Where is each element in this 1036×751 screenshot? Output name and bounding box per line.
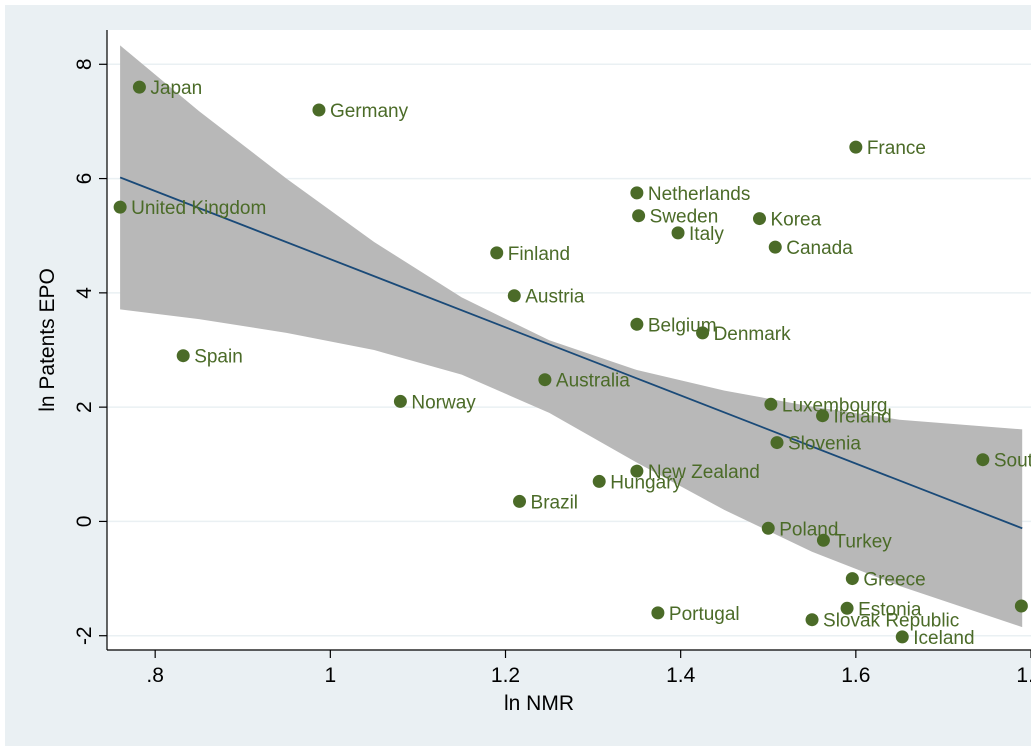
- y-tick-label: 4: [73, 287, 96, 299]
- point-label: United Kingdom: [131, 198, 266, 219]
- data-point: [816, 533, 830, 547]
- data-point: [312, 103, 326, 117]
- y-axis-title: ln Patents EPO: [36, 268, 59, 412]
- data-point: [630, 464, 644, 478]
- point-label: Iceland: [913, 628, 974, 649]
- data-point: [592, 474, 606, 488]
- data-point: [538, 373, 552, 387]
- data-point: [176, 349, 190, 363]
- x-tick-label: 1: [324, 664, 336, 687]
- point-label: Germany: [330, 101, 409, 122]
- x-axis-title: ln NMR: [504, 692, 574, 715]
- regression-line: [119, 176, 1023, 530]
- point-labels: Japan Germany France United Kingdom Netherla…: [131, 78, 1031, 649]
- y-tick-label: 6: [73, 173, 96, 185]
- point-label: Korea: [770, 210, 821, 231]
- data-point: [393, 394, 407, 408]
- point-label: Canada: [786, 238, 853, 259]
- data-point: [1014, 599, 1028, 613]
- data-point: [132, 80, 146, 94]
- data-point: [761, 521, 775, 535]
- data-point: [976, 453, 990, 467]
- point-label: New Zealand: [648, 462, 760, 483]
- data-point: [895, 630, 909, 644]
- point-label: Hungary: [610, 472, 682, 493]
- data-point: [632, 209, 646, 223]
- point-label: Japan: [150, 78, 202, 99]
- point-label: Estonia: [858, 599, 922, 620]
- point-label: South Af: [994, 451, 1031, 472]
- data-point: [507, 289, 521, 303]
- y-tick-label: 2: [73, 401, 96, 413]
- scatter-chart-figure: .8 1 1.2 1.4 1.6 1.8 -2 0 2 4 6 8 Japan Germany Franc…: [5, 5, 1036, 746]
- point-label: Brazil: [531, 492, 579, 513]
- data-point: [752, 212, 766, 226]
- point-label: Slovenia: [788, 434, 861, 455]
- y-tick-label: 8: [73, 58, 96, 70]
- point-label: Belgium: [648, 315, 717, 336]
- data-point: [845, 572, 859, 586]
- data-point: [768, 240, 782, 254]
- point-label: Portugal: [669, 604, 740, 625]
- x-tick-label: .8: [146, 664, 164, 687]
- data-point: [840, 601, 854, 615]
- data-point: [651, 606, 665, 620]
- point-label: Denmark: [714, 324, 792, 345]
- point-label: Finland: [508, 244, 570, 265]
- point-label: Luxembourg: [782, 395, 888, 416]
- point-label: Ireland: [834, 407, 892, 428]
- y-tick-label: -2: [73, 626, 96, 645]
- data-point: [849, 140, 863, 154]
- data-point: [671, 226, 685, 240]
- data-point: [513, 494, 527, 508]
- point-label: Greece: [863, 570, 925, 591]
- data-point: [770, 436, 784, 450]
- point-label: Sweden: [650, 207, 719, 228]
- point-label: Turkey: [834, 531, 892, 552]
- axes: .8 1 1.2 1.4 1.6 1.8 -2 0 2 4 6 8: [73, 30, 1036, 687]
- point-label: France: [867, 138, 926, 159]
- data-point: [696, 326, 710, 340]
- x-tick-label: 1.8: [1016, 664, 1031, 687]
- x-tick-label: 1.6: [841, 664, 870, 687]
- y-tick-label: 0: [73, 516, 96, 528]
- scatter-chart: .8 1 1.2 1.4 1.6 1.8 -2 0 2 4 6 8 Japan Germany Franc…: [5, 5, 1036, 746]
- point-label: Italy: [689, 224, 724, 245]
- point-label: Spain: [194, 347, 243, 368]
- fit-line-group: [119, 176, 1023, 530]
- x-tick-label: 1.4: [666, 664, 696, 687]
- point-label: Australia: [556, 371, 630, 392]
- point-label: Norway: [411, 392, 476, 413]
- data-point: [630, 317, 644, 331]
- data-point: [816, 409, 830, 423]
- point-label: Austria: [525, 287, 585, 308]
- data-point: [490, 246, 504, 260]
- data-points: [113, 80, 1028, 644]
- x-tick-label: 1.2: [491, 664, 520, 687]
- data-point: [630, 186, 644, 200]
- data-point: [764, 397, 778, 411]
- point-label: Netherlands: [648, 184, 750, 205]
- point-label: Poland: [779, 519, 838, 540]
- data-point: [113, 200, 127, 214]
- data-point: [805, 613, 819, 627]
- confidence-band-group: [120, 45, 1023, 628]
- confidence-band: [120, 45, 1023, 628]
- point-label: Slovak Republic: [823, 611, 959, 632]
